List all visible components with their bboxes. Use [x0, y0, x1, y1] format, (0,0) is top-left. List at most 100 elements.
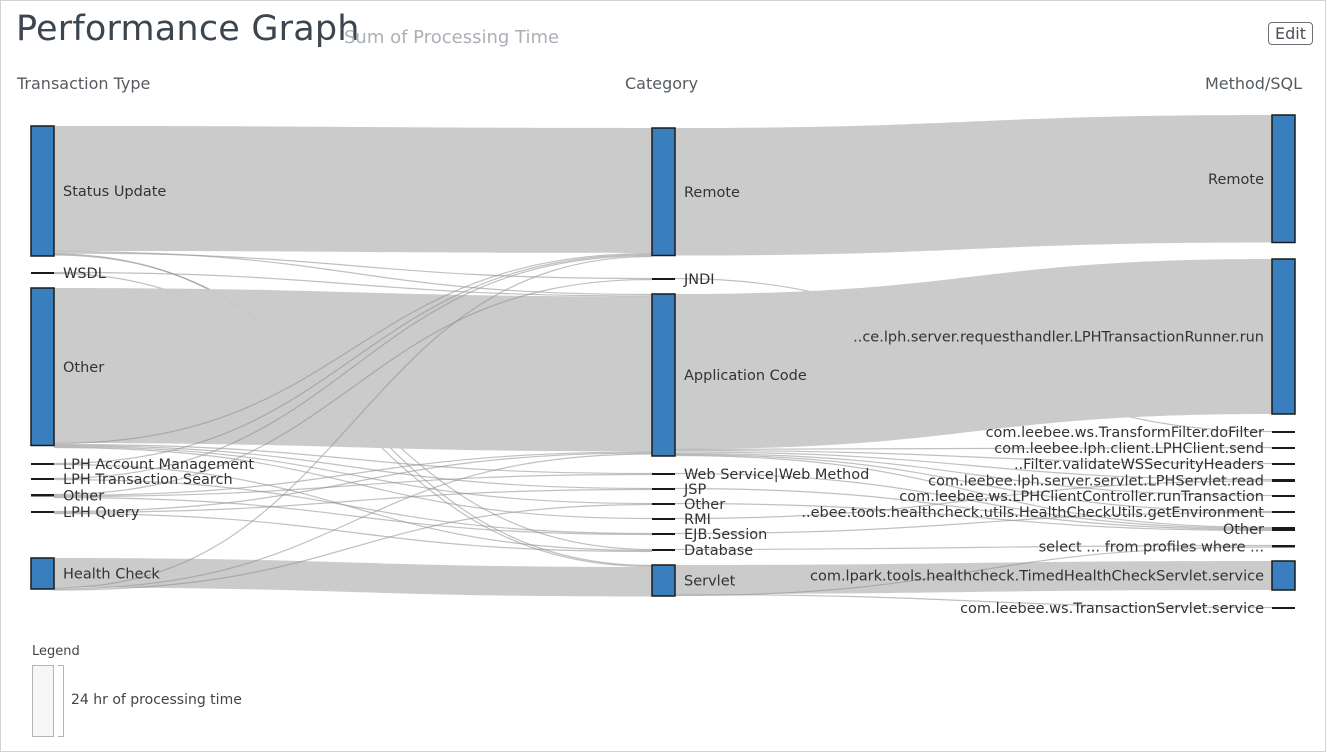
sankey-label-m_filter: com.leebee.ws.TransformFilter.doFilter [986, 425, 1264, 441]
sankey-node-c_jndi[interactable] [652, 278, 675, 280]
sankey-node-t_lphq[interactable] [31, 511, 54, 513]
sankey-link-c_db-to-m_select[interactable] [674, 544, 1273, 551]
sankey-link-c_remote-to-m_remote[interactable] [675, 115, 1272, 256]
sankey-node-c_remote[interactable] [651, 127, 676, 257]
sankey-node-m_remote[interactable] [1271, 114, 1296, 244]
sankey-link-t_other2-to-c_app[interactable] [53, 451, 653, 497]
sankey-link-t_health-to-c_app[interactable] [53, 453, 653, 590]
sankey-link-t_lphtx-to-c_remote[interactable] [53, 254, 653, 480]
sankey-link-t_other-to-c_jsp[interactable] [53, 444, 653, 490]
sankey-link-c_app-to-m_read[interactable] [674, 451, 1273, 481]
sankey-label-c_ejb: EJB.Session [684, 527, 767, 543]
sankey-link-t_health-to-c_remote[interactable] [53, 255, 653, 589]
sankey-label-m_read: com.leebee.lph.server.servlet.LPHServlet… [928, 474, 1264, 490]
sankey-label-c_app: Application Code [684, 368, 807, 384]
sankey-node-m_select[interactable] [1272, 545, 1295, 548]
sankey-node-m_client[interactable] [1272, 447, 1295, 449]
sankey-link-t_other2-to-c_ws[interactable] [53, 473, 653, 498]
sankey-link-c_other-to-m_other[interactable] [674, 502, 1273, 532]
sankey-node-t_health[interactable] [30, 557, 55, 590]
sankey-link-c_servlet-to-m_transform[interactable] [674, 593, 1273, 609]
sankey-link-t_other-to-c_rmi[interactable] [53, 446, 653, 520]
sankey-link-c_rmi-to-m_read[interactable] [674, 480, 1273, 520]
sankey-node-t_other2[interactable] [31, 494, 54, 497]
sankey-node-c_db[interactable] [652, 549, 675, 551]
sankey-link-t_other-to-c_other[interactable] [53, 445, 653, 505]
sankey-links [53, 115, 1273, 609]
sankey-label-m_other: Other [1223, 522, 1264, 538]
sankey-link-t_health-to-c_servlet[interactable] [54, 558, 652, 597]
sankey-node-m_filter[interactable] [1272, 431, 1295, 433]
sankey-node-t_wsdl[interactable] [31, 272, 54, 274]
legend-scale-label: 24 hr of processing time [71, 692, 242, 708]
sankey-link-t_wsdl-to-c_app[interactable] [53, 271, 653, 297]
sankey-link-t_other-to-c_app[interactable] [54, 288, 652, 452]
sankey-label-t_other2: Other [63, 488, 104, 504]
sankey-node-c_jsp[interactable] [652, 488, 675, 490]
sankey-link-t_lphacct-to-c_remote[interactable] [53, 253, 653, 465]
sankey-node-c_servlet[interactable] [651, 564, 676, 597]
sankey-link-t_other-to-c_ws[interactable] [53, 443, 653, 475]
sankey-label-t_health: Health Check [63, 567, 160, 583]
sankey-link-t_lphacct-to-c_db[interactable] [53, 463, 653, 552]
sankey-link-t_other2-to-c_jndi[interactable] [53, 278, 653, 496]
sankey-link-c_jsp-to-m_other[interactable] [674, 487, 1273, 531]
sankey-label-m_client: com.leebee.lph.client.LPHClient.send [994, 441, 1264, 457]
column-header-method-sql: Method/SQL [1204, 74, 1302, 93]
sankey-link-t_lphq-to-c_db[interactable] [53, 512, 653, 553]
sankey-link-c_app-to-m_client[interactable] [674, 446, 1273, 451]
sankey-link-t_status-to-c_jndi[interactable] [53, 252, 653, 280]
sankey-node-m_env[interactable] [1272, 511, 1295, 513]
sankey-node-c_ejb[interactable] [652, 533, 675, 535]
sankey-link-c_app-to-m_runtx[interactable] [674, 452, 1273, 497]
sankey-link-c_app-to-m_other[interactable] [674, 454, 1273, 529]
sankey-node-m_read[interactable] [1272, 479, 1295, 482]
sankey-label-m_validate: ..Filter.validateWSSecurityHeaders [1014, 457, 1264, 473]
sankey-label-m_remote: Remote [1208, 172, 1264, 188]
sankey-link-t_lphq-to-c_app[interactable] [53, 452, 653, 513]
sankey-node-m_runner[interactable] [1271, 258, 1296, 415]
sankey-node-t_lphacct[interactable] [31, 463, 54, 465]
sankey-link-t_status-to-c_remote[interactable] [54, 126, 652, 253]
edit-button[interactable]: Edit [1268, 22, 1313, 45]
sankey-node-c_other[interactable] [652, 503, 675, 505]
sankey-node-c_app[interactable] [651, 293, 676, 457]
sankey-node-m_transform[interactable] [1272, 607, 1295, 609]
page-title: Performance Graph [16, 9, 360, 49]
sankey-diagram: Status Update WSDL Other LPH Account Manage… [30, 114, 1296, 617]
sankey-node-m_other[interactable] [1272, 527, 1295, 531]
sankey-link-c_servlet-to-m_timed[interactable] [675, 561, 1272, 594]
sankey-label-t_lphtx: LPH Transaction Search [63, 472, 233, 488]
sankey-labels: Status Update WSDL Other LPH Account Manage… [63, 172, 1264, 617]
sankey-link-c_servlet-to-m_select[interactable] [674, 546, 1273, 597]
sankey-link-t_lphq-to-c_jsp[interactable] [53, 488, 653, 514]
sankey-label-c_rmi: RMI [684, 512, 711, 528]
page-subtitle: Sum of Processing Time [344, 27, 560, 48]
sankey-node-m_timed[interactable] [1271, 560, 1296, 591]
sankey-label-c_jsp: JSP [683, 482, 706, 498]
sankey-label-m_env: ..ebee.tools.healthcheck.utils.HealthChe… [801, 505, 1264, 521]
sankey-label-m_timed: com.lpark.tools.healthcheck.TimedHealthC… [810, 569, 1264, 585]
sankey-node-c_rmi[interactable] [652, 518, 675, 520]
sankey-link-t_other-to-c_remote[interactable] [53, 252, 653, 445]
sankey-link-t_other2-to-c_ejb[interactable] [53, 496, 653, 536]
sankey-label-c_ws: Web Service|Web Method [684, 467, 869, 483]
sankey-label-t_wsdl: WSDL [63, 266, 106, 282]
sankey-node-t_other[interactable] [30, 287, 55, 447]
sankey-label-c_db: Database [684, 543, 753, 559]
sankey-link-t_health-to-c_other[interactable] [53, 503, 653, 591]
sankey-node-t_status[interactable] [30, 125, 55, 257]
sankey-link-c_app-to-m_validate[interactable] [674, 449, 1273, 465]
sankey-link-c_ejb-to-m_env[interactable] [674, 511, 1273, 535]
sankey-label-m_runtx: com.leebee.ws.LPHClientController.runTra… [899, 489, 1264, 505]
sankey-link-c_ws-to-m_other[interactable] [674, 472, 1273, 530]
sankey-node-t_lphtx[interactable] [31, 478, 54, 480]
sankey-label-c_jndi: JNDI [683, 272, 715, 288]
sankey-link-c_app-to-m_env[interactable] [674, 453, 1273, 513]
sankey-node-m_runtx[interactable] [1272, 495, 1295, 497]
sankey-label-m_runner: ..ce.lph.server.requesthandler.LPHTransa… [853, 330, 1264, 346]
sankey-link-c_app-to-m_runner[interactable] [675, 259, 1272, 449]
sankey-node-c_ws[interactable] [652, 473, 675, 475]
sankey-node-m_validate[interactable] [1272, 463, 1295, 465]
